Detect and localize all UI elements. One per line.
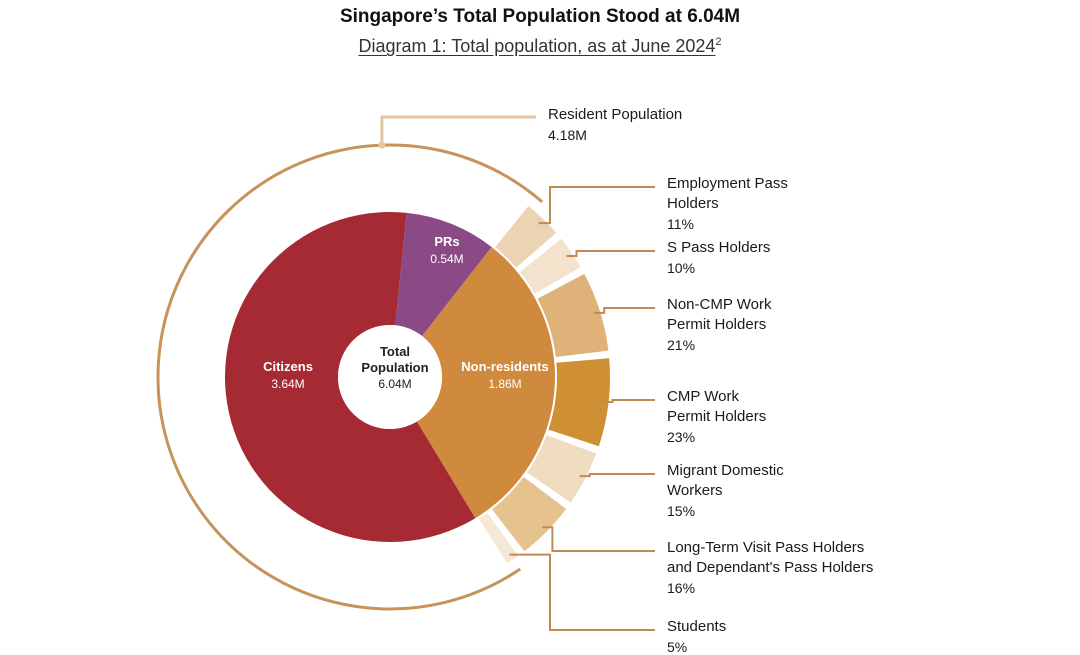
leader-line-s-pass-holders [566,250,655,257]
label-employment-pass-holders-pct: 11% [667,216,694,232]
leader-line-employment-pass-holders [538,186,655,225]
center-label-line-2: Population [361,360,428,375]
slice-employment-pass-holders [495,206,557,268]
leader-line-resident-population [380,115,536,146]
label-cmp-work-permit-holders-line-2: Permit Holders [667,408,766,425]
label-students-line-1: Students [667,618,726,635]
center-label-line-1: Total [380,344,410,359]
label-cmp-work-permit-holders-line-1: CMP Work [667,388,739,405]
center-value: 6.04M [378,377,411,391]
leader-line-non-cmp-work-permit-holders [594,307,655,314]
label-long-term-visit-pass-holders-and-dependant-s-pass-holders-pct: 16% [667,580,695,596]
slice-students [478,512,519,564]
subtitle-text: Diagram 1: Total population, as at June … [358,36,716,56]
slice-migrant-domestic-workers [527,435,597,503]
label-resident-population-value: 4.18M [548,127,587,143]
label-s-pass-holders-pct: 10% [667,260,695,276]
label-long-term-visit-pass-holders-and-dependant-s-pass-holders-line-1: Long-Term Visit Pass Holders [667,539,864,556]
inner-value-non-residents: 1.86M [488,377,521,391]
slice-citizens [224,211,476,543]
slice-non-residents [416,246,555,519]
slice-non-cmp-work-permit-holders [537,273,609,357]
resident-leader-dot [378,141,386,149]
footnote-mark: 2 [715,36,722,48]
label-migrant-domestic-workers-line-1: Migrant Domestic [667,462,784,479]
slice-prs [395,212,492,337]
label-non-cmp-work-permit-holders-pct: 21% [667,337,695,353]
leader-line-long-term-visit-pass-holders-and-dependant-s-pass-holders [542,526,655,552]
inner-value-prs: 0.54M [430,252,463,266]
slice-long-term-visit-pass-holders-and-dependant-s-pass-holders [491,477,567,552]
slice-s-pass-holders [519,238,581,294]
chart-title: Singapore’s Total Population Stood at 6.… [339,6,741,27]
label-resident-population: Resident Population [548,106,682,123]
label-employment-pass-holders-line-1: Employment Pass [667,175,788,192]
inner-label-non-residents: Non-residents [461,359,548,374]
center-hole [338,325,442,429]
label-non-cmp-work-permit-holders-line-1: Non-CMP Work [667,296,772,313]
label-migrant-domestic-workers-pct: 15% [667,503,695,519]
label-long-term-visit-pass-holders-and-dependant-s-pass-holders-line-2: and Dependant's Pass Holders [667,559,873,576]
label-s-pass-holders-line-1: S Pass Holders [667,239,770,256]
leader-line-cmp-work-permit-holders [602,399,655,404]
inner-label-citizens: Citizens [263,359,313,374]
slice-cmp-work-permit-holders [548,358,611,447]
inner-label-prs: PRs [434,234,459,249]
inner-value-citizens: 3.64M [271,377,304,391]
leader-line-migrant-domestic-workers [579,473,655,478]
label-cmp-work-permit-holders-pct: 23% [667,429,695,445]
label-migrant-domestic-workers-line-2: Workers [667,482,723,499]
leader-line-students [509,553,655,631]
label-non-cmp-work-permit-holders-line-2: Permit Holders [667,316,766,333]
label-students-pct: 5% [667,639,687,655]
chart-subtitle: Diagram 1: Total population, as at June … [0,36,1080,57]
label-employment-pass-holders-line-2: Holders [667,195,719,212]
resident-population-ring [156,143,544,611]
